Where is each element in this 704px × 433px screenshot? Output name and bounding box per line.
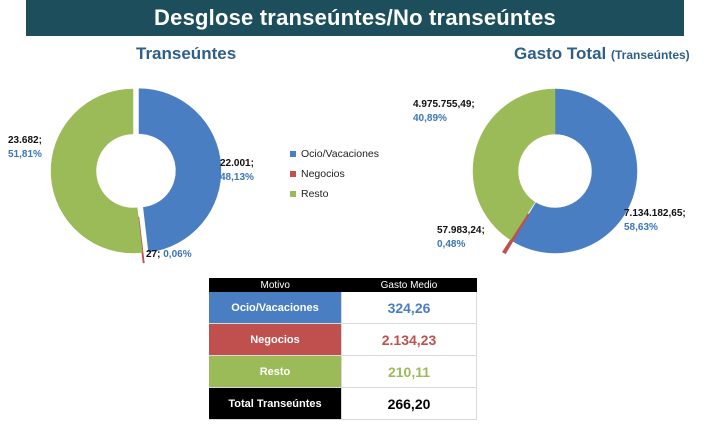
label-negocios-gasto: 57.983,24; 0,48% [437, 225, 485, 250]
table-row: Negocios 2.134,23 [209, 323, 477, 356]
header-gasto-medio: Gasto Medio [341, 278, 477, 292]
header-banner: Desglose transeúntes/No transeúntes [26, 0, 684, 36]
chart-title-transeuntes: Transeúntes [136, 44, 237, 63]
legend-swatch-resto [290, 191, 296, 197]
row-gasto: 210,11 [341, 355, 477, 388]
row-motivo: Ocio/Vacaciones [209, 292, 342, 324]
legend-item-ocio: Ocio/Vacaciones [290, 144, 379, 164]
row-motivo: Negocios [209, 323, 342, 356]
legend-item-negocios: Negocios [290, 164, 379, 184]
legend-swatch-negocios [290, 171, 296, 177]
row-gasto: 324,26 [341, 292, 477, 324]
table-row: Total Transeúntes 266,20 [209, 387, 477, 420]
row-motivo: Total Transeúntes [209, 387, 342, 420]
row-gasto: 2.134,23 [341, 323, 477, 356]
chart-subtitle-gasto: (Transeúntes) [610, 48, 690, 62]
legend-item-resto: Resto [290, 184, 379, 204]
label-ocio-gasto: 7.134.182,65; 58,63% [624, 208, 686, 233]
donut-gasto-total [472, 88, 638, 255]
donut-segment-resto [50, 88, 143, 254]
page-title: Desglose transeúntes/No transeúntes [154, 5, 556, 30]
header-motivo: Motivo [209, 278, 342, 292]
table-header-row: Motivo Gasto Medio [209, 278, 477, 292]
label-ocio-transeuntes: 22.001; 48,13% [220, 158, 254, 183]
row-gasto: 266,20 [341, 387, 477, 420]
donut-segment-resto [472, 88, 556, 241]
table-row: Resto 210,11 [209, 355, 477, 388]
gasto-medio-table: Motivo Gasto Medio Ocio/Vacaciones 324,2… [209, 278, 477, 420]
legend: Ocio/Vacaciones Negocios Resto [290, 144, 379, 204]
label-resto-transeuntes: 23.682; 51,81% [8, 135, 42, 160]
legend-swatch-ocio [290, 151, 296, 157]
row-motivo: Resto [209, 355, 342, 388]
donut-transeuntes [50, 88, 222, 264]
table-row: Ocio/Vacaciones 324,26 [209, 292, 477, 324]
donut-segment-ocio [138, 88, 222, 253]
label-resto-gasto: 4.975.755,49; 40,89% [413, 99, 475, 124]
label-negocios-transeuntes: 27; 0,06% [146, 249, 192, 260]
chart-title-gasto: Gasto Total (Transeúntes) [514, 44, 690, 63]
